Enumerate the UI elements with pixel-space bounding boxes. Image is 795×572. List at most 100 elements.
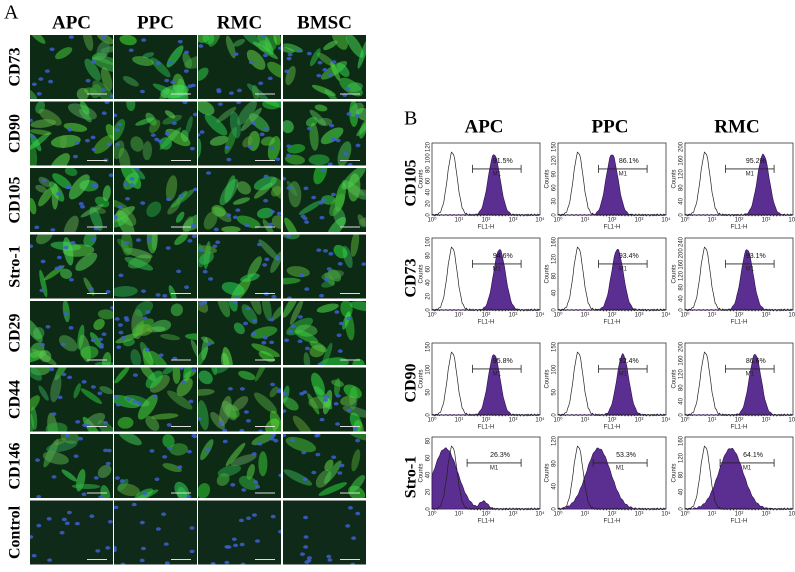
nucleus [91, 147, 97, 152]
micrograph [283, 301, 366, 365]
y-tick-label: 40 [679, 197, 685, 204]
nucleus [191, 368, 197, 372]
nucleus [318, 201, 324, 205]
y-tick-label: 0 [552, 413, 558, 417]
x-axis-label: FL1-H [731, 425, 748, 431]
cell [221, 281, 245, 296]
cells [119, 35, 197, 99]
cell [38, 186, 54, 207]
y-tick-label: 200 [679, 248, 685, 259]
nucleus [116, 345, 122, 350]
y-tick-label: 150 [552, 141, 558, 152]
nucleus [328, 252, 334, 256]
x-tick-label: 10⁴ [788, 417, 795, 424]
cell [271, 304, 281, 321]
nucleus [95, 549, 101, 553]
nucleus [353, 427, 359, 431]
micrograph [30, 367, 113, 432]
nucleus [319, 417, 325, 422]
nucleus [226, 213, 232, 217]
nucleus [45, 324, 51, 329]
cell [148, 350, 169, 365]
x-axis-label: FL1-H [731, 519, 748, 525]
cell [43, 265, 65, 281]
nucleus [235, 208, 241, 212]
nucleus [236, 88, 242, 93]
control-histogram [557, 351, 666, 417]
cell [271, 215, 281, 229]
nucleus [270, 382, 276, 387]
micrograph [283, 367, 366, 432]
nucleus [31, 553, 37, 558]
nucleus [319, 293, 325, 298]
nucleus [306, 556, 312, 560]
y-tick-label: 120 [679, 369, 685, 380]
nucleus [278, 529, 281, 534]
cell [324, 89, 339, 99]
nucleus [275, 255, 281, 260]
cell [54, 367, 70, 381]
nucleus [269, 209, 275, 214]
nucleus [164, 78, 170, 83]
nucleus [50, 228, 56, 232]
nucleus [85, 78, 91, 83]
nucleus [35, 458, 41, 462]
cell [162, 434, 175, 449]
y-tick-label: 160 [679, 259, 685, 270]
cell [198, 483, 211, 498]
nucleus [106, 448, 112, 453]
cell [190, 339, 197, 362]
nucleus [257, 442, 263, 446]
nucleus [224, 560, 230, 565]
micrograph [198, 367, 281, 432]
nucleus [311, 195, 317, 200]
cell [251, 434, 276, 446]
micrograph [114, 35, 197, 99]
nucleus [303, 515, 309, 520]
x-tick-label: 10⁴ [535, 511, 545, 518]
cell [52, 173, 72, 190]
cell [209, 135, 229, 146]
cell [100, 67, 113, 92]
control-histogram [431, 351, 540, 417]
nucleus [63, 245, 69, 250]
cell [294, 329, 319, 344]
column-header: RMC [217, 12, 262, 33]
nucleus [145, 310, 151, 314]
nucleus [39, 342, 45, 347]
cells [198, 301, 281, 365]
nucleus [322, 398, 328, 402]
cell [175, 211, 185, 223]
nucleus [189, 526, 195, 530]
x-tick-label: 10¹ [581, 512, 590, 518]
nucleus [222, 439, 228, 444]
y-tick-label: 120 [679, 452, 685, 463]
nucleus [30, 535, 34, 539]
cell [283, 277, 301, 285]
y-axis-label: Counts [545, 169, 551, 188]
nucleus [49, 47, 55, 52]
y-tick-label: 80 [679, 471, 685, 478]
cell [176, 377, 193, 397]
gate-label: M1 [616, 465, 625, 471]
nucleus [66, 510, 72, 515]
nucleus [163, 542, 169, 546]
gate-label: M1 [493, 171, 502, 177]
gate-label: M1 [493, 371, 502, 377]
cell [132, 56, 154, 66]
cell [242, 136, 253, 148]
cell [321, 270, 344, 281]
x-tick-label: 10¹ [455, 218, 464, 224]
nucleus [256, 242, 262, 247]
nucleus [271, 294, 277, 299]
cell [350, 234, 360, 257]
cell [283, 46, 295, 54]
nucleus [269, 146, 275, 151]
cell [250, 326, 278, 339]
nucleus [267, 76, 273, 81]
cells [30, 35, 113, 99]
cell [198, 388, 215, 396]
nucleus [70, 240, 76, 245]
nucleus [299, 552, 305, 557]
nucleus [140, 546, 146, 551]
